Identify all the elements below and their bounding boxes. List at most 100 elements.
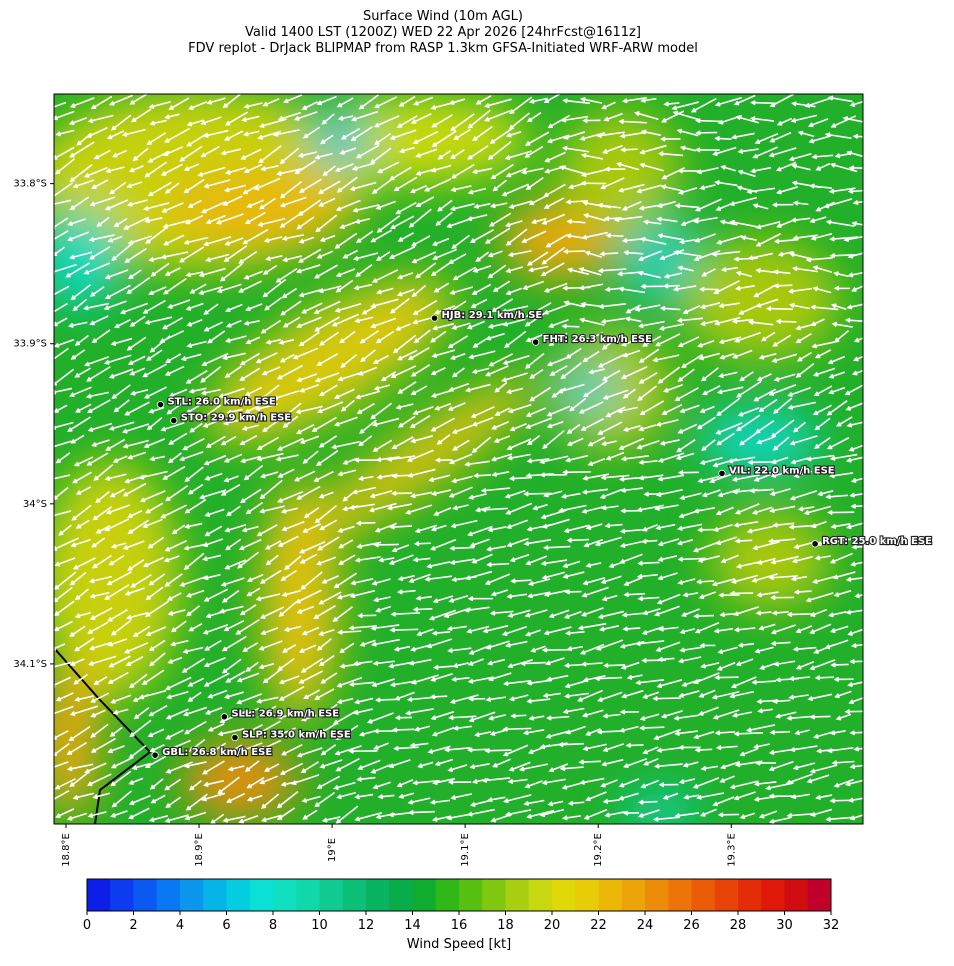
wind-arrow <box>682 304 701 315</box>
wind-arrow <box>466 808 495 817</box>
wind-arrow <box>160 504 187 519</box>
wind-arrow <box>714 316 741 326</box>
wind-arrow <box>484 365 509 377</box>
wind-arrow <box>223 245 248 263</box>
colorbar-tick-label: 14 <box>404 918 421 933</box>
wind-arrow <box>391 473 412 479</box>
wind-arrow <box>828 371 846 379</box>
wind-arrow <box>88 655 117 666</box>
wind-arrow <box>205 214 226 225</box>
wind-arrow <box>826 746 854 754</box>
wind-arrow <box>302 450 319 464</box>
wind-arrow <box>525 176 544 190</box>
wind-arrow <box>507 249 532 258</box>
wind-arrow <box>623 250 644 256</box>
wind-arrow <box>524 312 546 327</box>
wind-arrow <box>392 334 417 354</box>
wind-arrow <box>739 430 760 446</box>
wind-arrow <box>243 270 264 280</box>
wind-arrow <box>108 94 133 106</box>
wind-arrow <box>85 391 110 399</box>
wind-arrow <box>471 436 492 454</box>
wind-arrow <box>54 199 72 207</box>
wind-arrow <box>677 336 700 348</box>
wind-arrow <box>700 367 719 382</box>
wind-arrow <box>143 386 167 399</box>
wind-arrow <box>69 141 95 158</box>
wind-arrow <box>370 298 399 309</box>
wind-arrow <box>618 792 639 801</box>
wind-arrow <box>183 552 205 571</box>
wind-arrow <box>145 626 167 637</box>
station-marker <box>231 733 239 742</box>
wind-arrow <box>769 488 791 496</box>
wind-arrow <box>765 306 793 312</box>
wind-arrow <box>603 662 626 669</box>
wind-arrow <box>546 715 570 721</box>
wind-arrow <box>281 589 301 598</box>
wind-arrow <box>451 475 473 484</box>
wind-arrow <box>548 318 569 329</box>
wind-arrow <box>790 114 818 123</box>
wind-arrow <box>450 149 465 159</box>
wind-arrow <box>275 267 298 283</box>
wind-arrow <box>54 571 77 590</box>
wind-arrow <box>282 94 303 104</box>
wind-arrow <box>528 578 551 587</box>
wind-arrow <box>224 237 244 246</box>
wind-arrow <box>280 300 302 316</box>
wind-arrow <box>55 129 75 137</box>
wind-arrow <box>678 690 700 698</box>
wind-arrow <box>451 367 465 378</box>
wind-arrow <box>447 779 472 785</box>
wind-arrow <box>747 459 774 465</box>
wind-arrow <box>755 298 779 308</box>
wind-arrow <box>731 474 761 482</box>
wind-arrow <box>790 793 810 800</box>
wind-arrow <box>189 283 207 294</box>
wind-arrow <box>828 611 847 618</box>
wind-arrow <box>481 777 511 784</box>
wind-arrow <box>89 286 105 297</box>
wind-arrow <box>104 269 129 280</box>
wind-arrow <box>733 791 756 801</box>
wind-arrow <box>637 560 660 566</box>
wind-arrow <box>201 760 225 775</box>
wind-arrow <box>653 763 683 769</box>
wind-arrow <box>54 347 69 360</box>
wind-arrow <box>543 282 568 293</box>
wind-arrow <box>792 234 818 241</box>
wind-arrow <box>166 592 182 601</box>
wind-arrow <box>239 488 262 504</box>
wind-arrow <box>122 439 149 449</box>
wind-arrow <box>377 161 400 174</box>
wind-arrow <box>523 538 552 546</box>
wind-arrow <box>255 593 281 602</box>
wind-arrow <box>424 575 453 582</box>
wind-arrow <box>642 219 662 225</box>
wind-arrow <box>371 578 391 586</box>
wind-arrow <box>313 470 334 482</box>
wind-arrow <box>298 644 317 654</box>
wind-arrow <box>243 320 260 326</box>
wind-arrow <box>354 793 374 800</box>
wind-arrow <box>188 738 206 752</box>
wind-arrow <box>785 773 813 785</box>
wind-arrow <box>318 197 336 207</box>
wind-arrow <box>581 709 604 718</box>
wind-arrow <box>103 354 132 365</box>
wind-arrow <box>484 573 511 586</box>
wind-arrow <box>474 731 492 738</box>
wind-arrow <box>466 320 485 330</box>
wind-arrow <box>318 285 342 294</box>
wind-arrow <box>375 456 400 463</box>
wind-arrow <box>508 112 530 130</box>
wind-arrow <box>429 799 451 805</box>
wind-arrow <box>262 669 281 684</box>
wind-arrow <box>350 578 374 586</box>
wind-arrow <box>639 162 665 172</box>
wind-arrow <box>558 504 587 513</box>
wind-arrow <box>221 658 242 674</box>
wind-arrow <box>314 152 333 160</box>
